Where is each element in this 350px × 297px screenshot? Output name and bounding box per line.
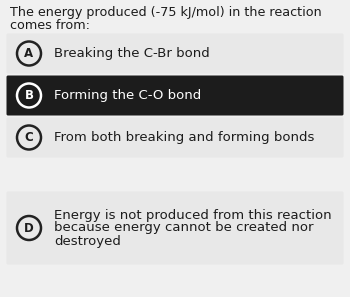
Text: Forming the C-O bond: Forming the C-O bond — [54, 89, 201, 102]
Text: A: A — [25, 47, 34, 60]
Text: destroyed: destroyed — [54, 235, 121, 247]
FancyBboxPatch shape — [7, 34, 343, 73]
Text: The energy produced (-75 kJ/mol) in the reaction: The energy produced (-75 kJ/mol) in the … — [10, 6, 322, 19]
FancyBboxPatch shape — [7, 75, 343, 116]
Text: B: B — [25, 89, 34, 102]
Text: Energy is not produced from this reaction: Energy is not produced from this reactio… — [54, 208, 332, 222]
Circle shape — [17, 42, 41, 66]
Text: From both breaking and forming bonds: From both breaking and forming bonds — [54, 131, 314, 144]
FancyBboxPatch shape — [7, 192, 343, 265]
Text: comes from:: comes from: — [10, 19, 90, 32]
Circle shape — [17, 216, 41, 240]
Circle shape — [17, 83, 41, 108]
Text: C: C — [25, 131, 33, 144]
Text: Breaking the C-Br bond: Breaking the C-Br bond — [54, 47, 210, 60]
Text: because energy cannot be created nor: because energy cannot be created nor — [54, 222, 314, 235]
FancyBboxPatch shape — [7, 118, 343, 157]
Text: D: D — [24, 222, 34, 235]
Circle shape — [17, 126, 41, 149]
